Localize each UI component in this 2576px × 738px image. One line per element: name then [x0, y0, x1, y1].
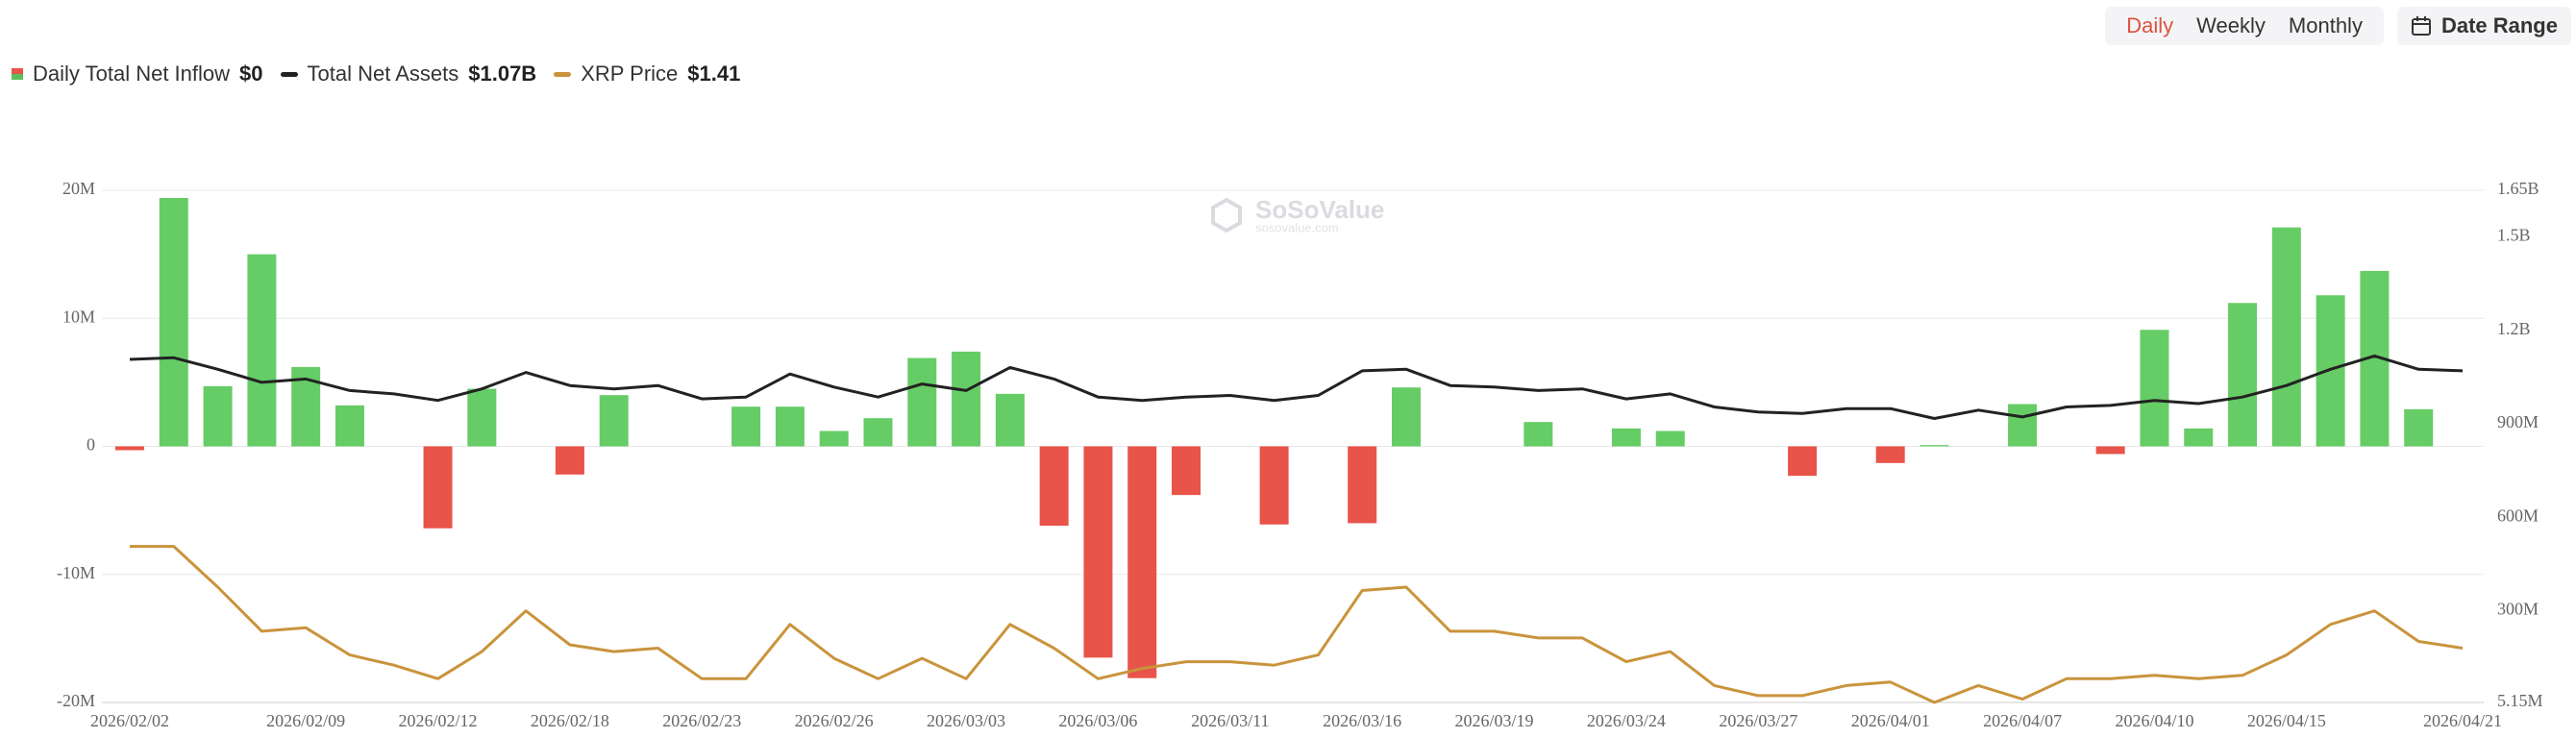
bar [1611, 428, 1641, 447]
bar [1083, 446, 1113, 658]
x-tick-label: 2026/03/11 [1191, 711, 1269, 730]
bar [2095, 446, 2125, 455]
calendar-icon [2411, 16, 2431, 36]
period-button[interactable]: Daily [2126, 13, 2174, 37]
bar [819, 430, 849, 447]
x-tick-label: 2026/04/15 [2247, 711, 2326, 730]
bar [1391, 387, 1421, 447]
y-tick-label: -10M [57, 563, 95, 582]
bar [2184, 428, 2214, 447]
period-switch: Daily Weekly Monthly [2105, 7, 2384, 45]
watermark-site: sosovalue.com [1255, 220, 1339, 234]
y-tick-label: 0 [87, 435, 95, 455]
bar [1875, 446, 1905, 463]
period-button[interactable]: Monthly [2288, 13, 2363, 37]
bar [2008, 404, 2038, 447]
bar [555, 446, 584, 475]
y-tick-label: 10M [62, 307, 95, 326]
bar [995, 393, 1025, 447]
x-tick-label: 2026/02/26 [795, 711, 874, 730]
x-tick-label: 2026/03/16 [1323, 711, 1401, 730]
y2-tick-label: 300M [2497, 600, 2539, 619]
legend-swatch [554, 71, 572, 77]
bar [907, 357, 937, 447]
lines [129, 354, 2464, 704]
x-tick-label: 2026/03/24 [1587, 711, 1666, 730]
bar [731, 406, 761, 447]
x-tick-label: 2026/04/01 [1851, 711, 1930, 730]
bar [203, 385, 233, 447]
x-tick-label: 2026/04/07 [1983, 711, 2062, 730]
watermark-brand: SoSoValue [1255, 195, 1384, 224]
bar [1523, 422, 1553, 447]
bars [115, 197, 2434, 678]
legend: Daily Total Net Inflow $0 Total Net Asse… [12, 62, 740, 86]
legend-value: $1.07B [468, 62, 537, 86]
legend-label: XRP Price [581, 62, 679, 86]
y2-tick-label: 5.15M [2497, 691, 2543, 710]
legend-swatch [280, 71, 298, 77]
bar [159, 197, 188, 447]
watermark: SoSoValue sosovalue.com [1211, 195, 1384, 234]
bar [115, 446, 144, 451]
bar [952, 351, 981, 447]
date-range-label: Date Range [2440, 13, 2558, 37]
y2-tick-label: 600M [2497, 505, 2539, 525]
bar [1788, 446, 1818, 477]
line [130, 545, 2464, 704]
line [129, 354, 2464, 420]
legend-item[interactable]: Total Net Assets $1.07B [280, 62, 537, 86]
x-tick-label: 2026/03/03 [927, 711, 1005, 730]
x-tick-label: 2026/02/12 [399, 711, 478, 730]
bar [2228, 303, 2258, 447]
y2-tick-label: 1.65B [2497, 179, 2539, 198]
y-tick-label: 20M [62, 179, 95, 198]
legend-label: Total Net Assets [307, 62, 459, 86]
y2-tick-label: 1.5B [2497, 226, 2531, 245]
bar [467, 388, 497, 447]
bar [599, 395, 629, 447]
bar [1655, 430, 1685, 447]
legend-item[interactable]: Daily Total Net Inflow $0 [12, 62, 263, 86]
period-button[interactable]: Weekly [2196, 13, 2266, 37]
date-range-button[interactable]: Date Range [2396, 7, 2571, 45]
bar [1039, 446, 1069, 527]
bar [863, 418, 893, 447]
x-tick-label: 2026/04/21 [2423, 711, 2502, 730]
legend-item[interactable]: XRP Price $1.41 [554, 62, 740, 86]
legend-label: Daily Total Net Inflow [33, 62, 231, 86]
x-tick-label: 2026/04/10 [2115, 711, 2193, 730]
bar [2404, 408, 2434, 447]
bar [1127, 446, 1157, 678]
x-tick-label: 2026/02/18 [531, 711, 609, 730]
bar [423, 446, 453, 529]
legend-value: $0 [239, 62, 263, 86]
bar [775, 406, 805, 447]
x-tick-label: 2026/03/27 [1719, 711, 1797, 730]
x-tick-label: 2026/02/09 [266, 711, 345, 730]
x-tick-label: 2026/03/06 [1058, 711, 1137, 730]
bar [334, 405, 364, 447]
bar [2140, 330, 2169, 447]
x-tick-label: 2026/03/19 [1455, 711, 1534, 730]
bar [2271, 227, 2301, 447]
x-tick-label: 2026/02/02 [90, 711, 169, 730]
bar [1172, 446, 1201, 496]
legend-swatch [12, 68, 23, 80]
y-tick-label: -20M [57, 691, 95, 710]
y2-tick-label: 900M [2497, 412, 2539, 431]
bar [247, 254, 277, 447]
toolbar: Daily Weekly Monthly Date Range [2105, 7, 2571, 45]
legend-value: $1.41 [687, 62, 741, 86]
x-tick-label: 2026/02/23 [662, 711, 741, 730]
bar [1920, 445, 1949, 447]
bar [1259, 446, 1289, 525]
y2-tick-label: 1.2B [2497, 319, 2531, 338]
bar [1348, 446, 1377, 524]
